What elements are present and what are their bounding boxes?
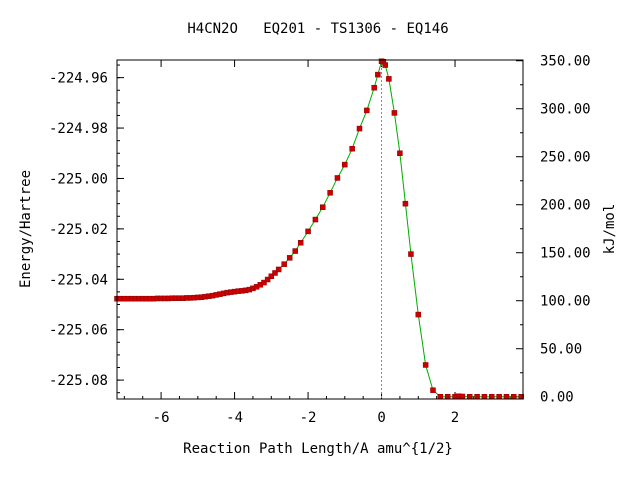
data-point bbox=[397, 150, 403, 157]
y-tick-label-left: -225.02 bbox=[49, 222, 108, 238]
y-axis-label-right: kJ/mol bbox=[602, 204, 618, 255]
y-tick-label-right: 0.00 bbox=[540, 390, 574, 406]
x-tick-label: 2 bbox=[451, 410, 459, 426]
data-point bbox=[305, 228, 311, 235]
data-point bbox=[459, 393, 466, 400]
data-point bbox=[264, 276, 271, 283]
data-point bbox=[327, 190, 333, 196]
data-point bbox=[356, 125, 363, 132]
y-tick-label-right: 250.00 bbox=[540, 150, 591, 166]
y-axis-label-left: Energy/Hartree bbox=[18, 170, 34, 288]
y-tick-label-right: 200.00 bbox=[540, 198, 591, 214]
data-point bbox=[444, 393, 451, 400]
data-point bbox=[496, 393, 502, 400]
data-point bbox=[382, 62, 388, 68]
data-point bbox=[297, 239, 304, 246]
data-point bbox=[312, 216, 319, 223]
chart-title: H4CN2O EQ201 - TS1306 - EQ146 bbox=[187, 21, 448, 37]
data-point bbox=[349, 145, 355, 152]
data-point bbox=[272, 270, 278, 276]
data-point bbox=[342, 161, 348, 168]
y-tick-label-left: -225.06 bbox=[49, 323, 108, 339]
y-tick-label-right: 50.00 bbox=[540, 342, 582, 358]
data-point bbox=[391, 110, 398, 116]
data-point bbox=[286, 255, 293, 261]
data-point bbox=[402, 200, 409, 207]
plot-frame bbox=[116, 59, 524, 400]
data-series bbox=[114, 58, 524, 400]
data-point bbox=[466, 393, 473, 400]
data-point bbox=[292, 248, 298, 254]
data-point bbox=[489, 393, 495, 400]
y-tick-label-right: 350.00 bbox=[540, 54, 591, 70]
data-point bbox=[415, 311, 422, 318]
data-point bbox=[334, 175, 341, 181]
y-tick-label-right: 150.00 bbox=[540, 246, 591, 262]
axis-ticks: -6 -4 -2 0 2 -224.96 -224.98 -225.00 -225.02 -225… bbox=[49, 54, 591, 426]
data-point bbox=[281, 261, 287, 267]
data-point bbox=[386, 76, 392, 82]
data-point bbox=[474, 393, 480, 400]
data-point bbox=[511, 393, 517, 400]
data-point bbox=[437, 393, 444, 400]
x-tick-label: 0 bbox=[377, 410, 385, 426]
x-tick-label: -4 bbox=[226, 410, 243, 426]
x-tick-label: -6 bbox=[153, 410, 170, 426]
x-tick-label: -2 bbox=[300, 410, 317, 426]
y-tick-label-left: -225.08 bbox=[49, 373, 108, 389]
data-point bbox=[375, 71, 381, 78]
data-point bbox=[320, 204, 326, 210]
data-point bbox=[268, 273, 275, 279]
data-point bbox=[481, 393, 488, 400]
y-tick-label-left: -224.96 bbox=[49, 71, 108, 87]
y-tick-label-left: -225.04 bbox=[49, 272, 108, 288]
y-tick-label-left: -224.98 bbox=[49, 121, 108, 137]
data-point bbox=[503, 393, 510, 400]
data-point bbox=[430, 387, 436, 393]
energy-curve bbox=[117, 60, 522, 398]
y-tick-label-right: 100.00 bbox=[540, 294, 591, 310]
data-point bbox=[422, 362, 429, 368]
y-tick-label-left: -225.00 bbox=[49, 171, 108, 187]
data-point bbox=[275, 266, 282, 273]
data-point bbox=[408, 251, 414, 257]
data-point bbox=[371, 84, 377, 91]
x-axis-label: Reaction Path Length/A amu^{1/2} bbox=[183, 441, 453, 457]
data-point bbox=[261, 279, 267, 286]
y-tick-label-right: 300.00 bbox=[540, 102, 591, 118]
data-point bbox=[364, 107, 370, 114]
